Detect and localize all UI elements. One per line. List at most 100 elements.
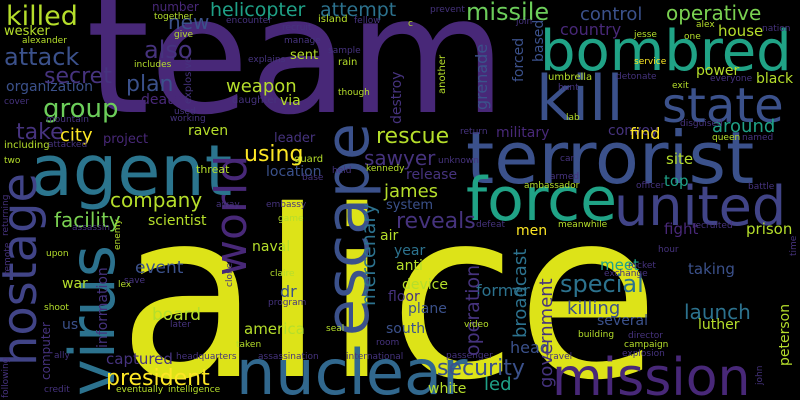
word-terrorist: terrorist — [466, 116, 755, 200]
word-one: one — [684, 32, 701, 42]
word-seal: seal — [326, 324, 345, 334]
word-black: black — [756, 71, 794, 87]
word-find: find — [630, 124, 661, 143]
word-james: james — [384, 181, 439, 202]
word-armed: armed — [550, 172, 580, 182]
word-military: military — [496, 125, 550, 141]
word-prevent: prevent — [430, 5, 465, 15]
word-board: board — [152, 305, 202, 325]
word-sent: sent — [290, 48, 319, 63]
word-used: used — [174, 107, 196, 117]
word-fight: fight — [664, 220, 699, 238]
word-killed: killed — [6, 1, 78, 32]
word-return: return — [460, 127, 488, 137]
word-floor: floor — [388, 289, 420, 305]
word-together: together — [154, 12, 193, 22]
word-claire: claire — [270, 269, 295, 279]
word-two: two — [4, 156, 21, 166]
word-white: white — [428, 381, 467, 397]
word-nuclear: nuclear — [236, 336, 468, 400]
word-operative: operative — [666, 1, 762, 25]
word-city: city — [60, 125, 93, 146]
word-attacked: attacked — [48, 140, 88, 150]
word-top: top — [664, 172, 689, 190]
word-service: service — [634, 57, 667, 67]
word-year: year — [394, 243, 426, 259]
word-time: time — [789, 235, 799, 256]
word-led: led — [484, 374, 512, 395]
word-company: company — [110, 188, 203, 212]
word-nation: nation — [762, 24, 791, 34]
word-prison: prison — [746, 220, 793, 238]
word-control: control — [580, 4, 643, 25]
word-campaign: campaign — [624, 340, 669, 350]
word-explains: explains — [248, 55, 286, 65]
word-manage: manage — [284, 36, 321, 46]
word-via: via — [280, 93, 301, 109]
word-anti: anti — [396, 258, 423, 274]
word-rocket: rocket — [628, 261, 656, 271]
word-site: site — [666, 150, 694, 168]
word-sample: sample — [328, 46, 361, 56]
word-alice: alice — [118, 161, 660, 400]
word-defeat: defeat — [476, 220, 505, 230]
word-c: c — [408, 19, 413, 29]
word-america: america — [244, 320, 305, 338]
word-assassin: assassin — [72, 223, 110, 233]
word-detonate: detonate — [616, 72, 657, 82]
word-attack: attack — [4, 43, 80, 71]
word-meet: meet — [600, 256, 639, 274]
word-united: united — [614, 175, 787, 238]
word-encounter: encounter — [226, 16, 272, 26]
word-kennedy: kennedy — [366, 164, 405, 174]
word-remote: remote — [3, 242, 13, 275]
word-queen: queen — [712, 133, 741, 143]
word-later: later — [170, 320, 191, 330]
word-taking: taking — [688, 260, 735, 278]
word-computer: computer — [39, 322, 53, 380]
word-government: government — [536, 278, 557, 388]
word-president: president — [106, 366, 210, 391]
word-war: war — [62, 276, 88, 292]
word-facility: facility — [54, 208, 121, 232]
word-held: held — [332, 166, 352, 176]
word-cover: cover — [4, 97, 30, 107]
word-taken: taken — [236, 340, 262, 350]
word-ally: ally — [54, 351, 70, 361]
word-threat: threat — [196, 163, 230, 176]
word-around: around — [712, 116, 776, 137]
word-fellow: fellow — [354, 16, 381, 26]
word-forced: forced — [511, 37, 527, 82]
word-several: several — [597, 313, 649, 329]
word-power: power — [696, 63, 740, 79]
word-country: country — [560, 20, 622, 39]
word-weapon: weapon — [226, 76, 297, 97]
word-daughter: daughter — [232, 95, 278, 106]
word-former: former — [476, 281, 530, 300]
word-game: game — [278, 214, 304, 224]
word-give: give — [174, 30, 194, 40]
word-unknown: unknown — [438, 156, 479, 166]
word-building: building — [578, 330, 615, 340]
word-bombred: bombred — [540, 19, 792, 84]
word-operation: operation — [462, 264, 484, 356]
word-reveals: reveals — [396, 209, 476, 234]
word-everyone: everyone — [710, 74, 753, 84]
word-travel: travel — [546, 352, 573, 362]
word-plane: plane — [408, 301, 447, 317]
word-upon: upon — [46, 249, 69, 259]
word-following: following — [1, 357, 11, 398]
word-scientist: scientist — [148, 213, 207, 229]
word-air: air — [380, 228, 399, 244]
word-raven: raven — [188, 123, 229, 139]
word-lab: lab — [566, 113, 580, 123]
word-south: south — [386, 321, 426, 337]
word-working: working — [170, 114, 206, 124]
word-peterson: peterson — [777, 303, 793, 366]
word-house: house — [718, 22, 764, 40]
word-recruit: recruit — [282, 23, 312, 33]
word-new: new — [168, 10, 210, 34]
word-helicopter: helicopter — [210, 0, 306, 21]
word-attempt: attempt — [320, 0, 397, 21]
word-secret: secret — [44, 64, 112, 89]
